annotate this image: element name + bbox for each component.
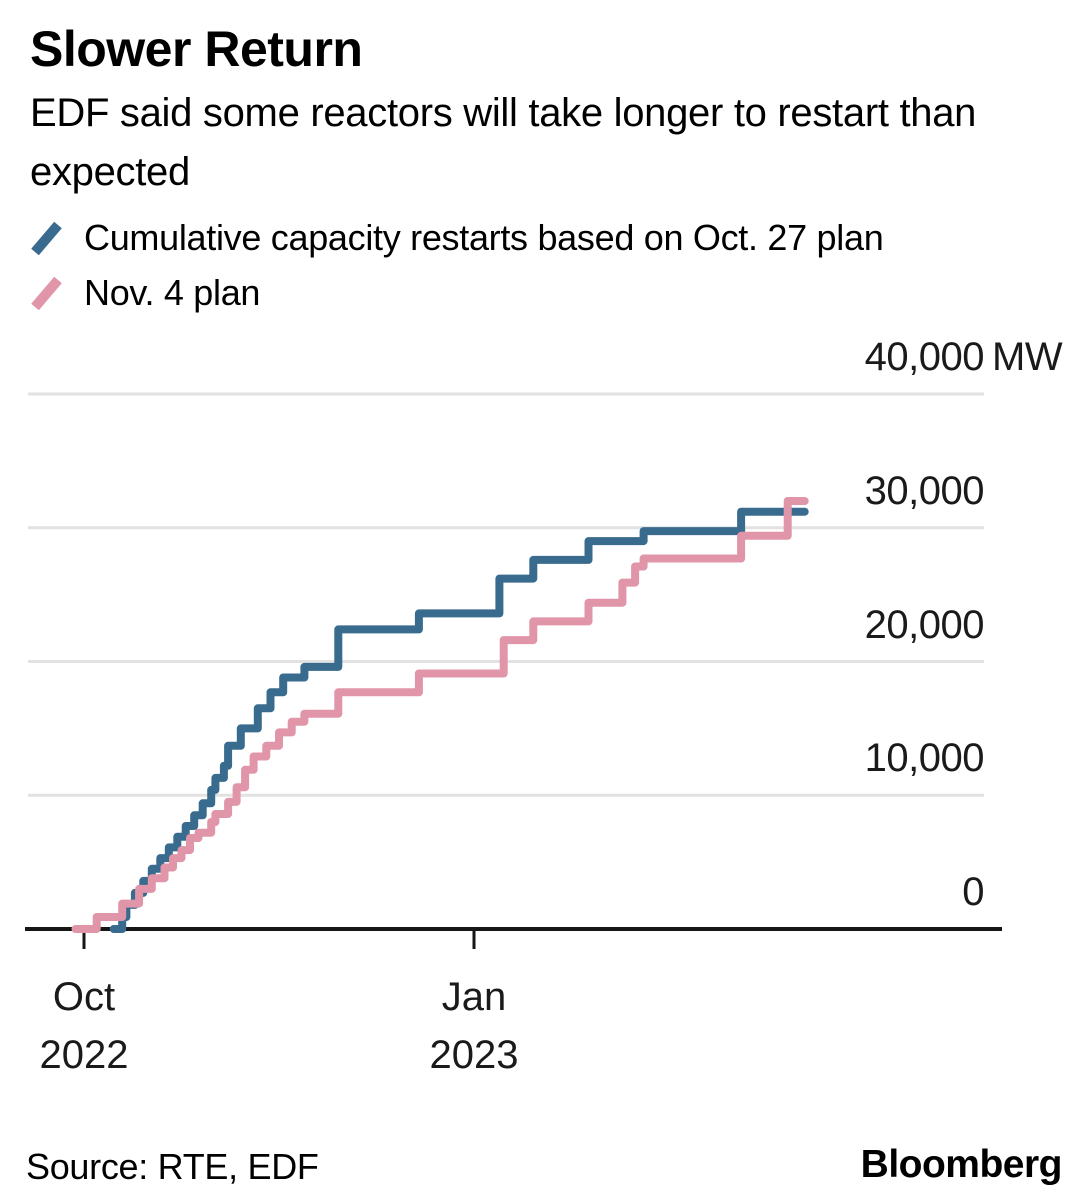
slash-icon [31,221,62,255]
x-axis-month: Oct [52,975,116,1019]
y-axis-label: 20,000 [864,602,985,647]
legend-item-oct27-plan: Cumulative capacity restarts based on Oc… [28,210,884,265]
x-axis-ticks [82,931,476,949]
source-note: Source: RTE, EDF [26,1146,319,1187]
x-axis-year: 2023 [429,1033,519,1077]
legend-label: Cumulative capacity restarts based on Oc… [84,216,884,258]
x-axis-label: Oct 2022 [0,968,204,1084]
gridlines [28,392,984,797]
chart-subtitle: EDF said some reactors will take longer … [30,91,977,194]
y-axis-label: 10,000 [864,736,985,781]
series-line-oct27-plan [109,507,809,933]
x-axis-month: Jan [441,975,507,1019]
bloomberg-logo: Bloomberg [860,1143,1063,1186]
y-axis-label: 30,000 [864,468,985,513]
series-line-nov4-plan [71,497,809,933]
chart-legend: Cumulative capacity restarts based on Oc… [28,210,884,320]
y-axis-label: 0 [962,870,984,914]
legend-slash-stroke [31,276,62,310]
y-axis-label: 40,000 MW [864,335,1063,379]
slash-icon [31,276,62,310]
legend-item-nov4-plan: Nov. 4 plan [28,265,883,320]
legend-label: Nov. 4 plan [84,271,261,313]
page-title: Slower Return [30,21,363,77]
x-axis-label: Jan 2023 [354,968,594,1084]
y-axis-unit: MW [992,335,1063,379]
x-axis-year: 2022 [39,1033,129,1077]
legend-slash-stroke [31,221,62,255]
